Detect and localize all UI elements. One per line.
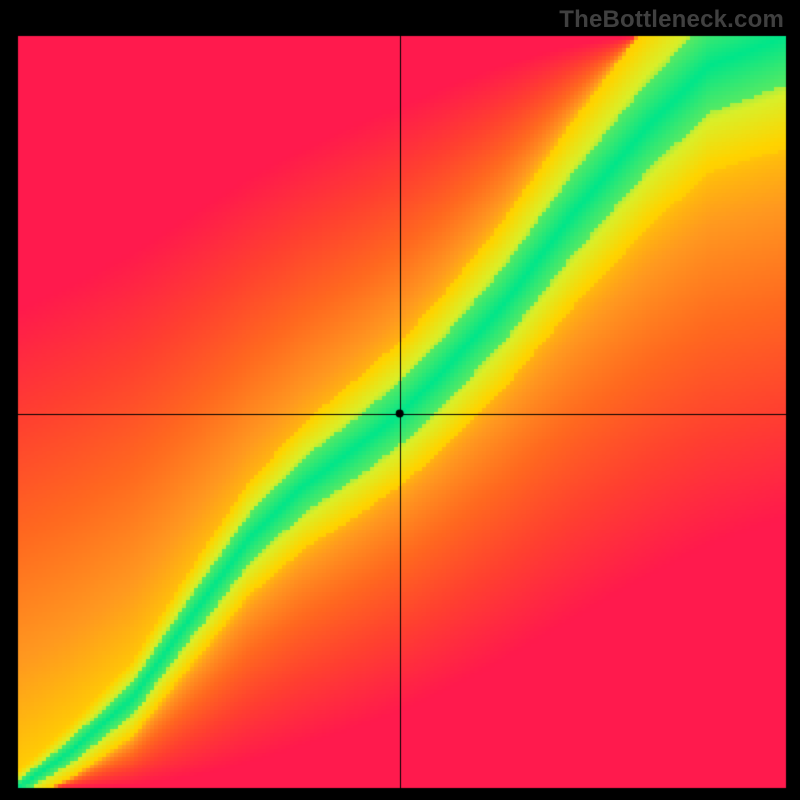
chart-container: TheBottleneck.com bbox=[0, 0, 800, 800]
watermark-text: TheBottleneck.com bbox=[559, 6, 784, 34]
bottleneck-heatmap bbox=[0, 0, 800, 800]
